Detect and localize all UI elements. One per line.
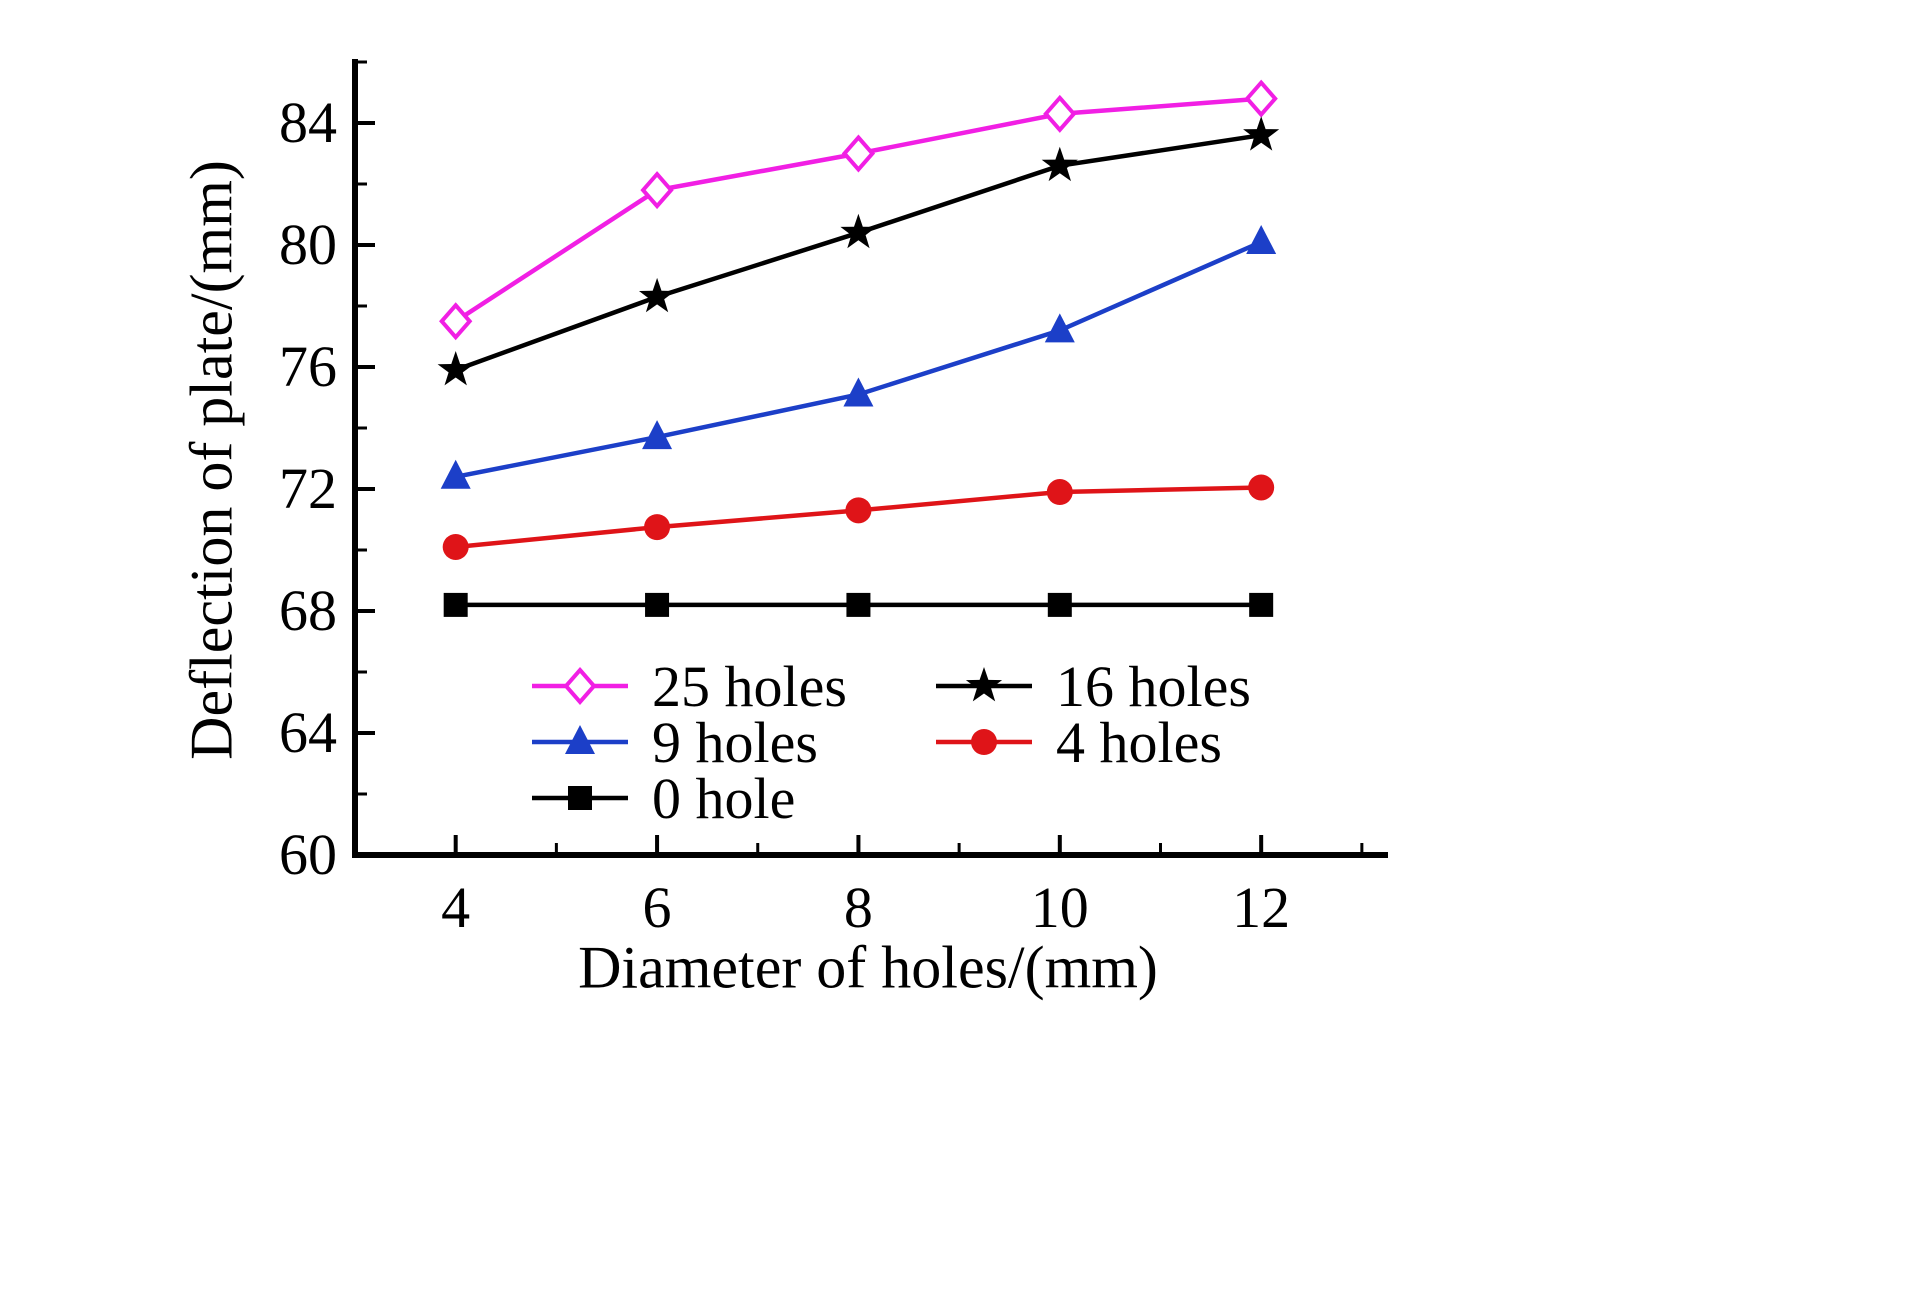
series-marker-25-holes — [841, 134, 876, 173]
x-tick-label: 4 — [441, 875, 470, 940]
axes — [352, 59, 1388, 858]
legend-entry-0-hole: 0 hole — [532, 766, 795, 831]
legend-entry-4-holes: 4 holes — [936, 710, 1222, 775]
series-marker-0-hole — [645, 592, 670, 617]
series-line-25-holes — [454, 96, 1262, 324]
series-marker-0-hole — [1047, 592, 1072, 617]
series-marker-9-holes — [440, 459, 471, 489]
x-tick-label: 12 — [1232, 875, 1290, 940]
series-marker-16-holes — [1243, 116, 1280, 151]
legend-label: 4 holes — [1056, 710, 1222, 775]
legend-entry-9-holes: 9 holes — [532, 710, 818, 775]
legend-marker-0-hole — [568, 786, 592, 810]
y-tick-label: 64 — [279, 700, 337, 765]
x-tick-label: 10 — [1031, 875, 1089, 940]
series-marker-9-holes — [1246, 224, 1277, 254]
legend-marker-25-holes — [563, 666, 597, 706]
legend-marker-4-holes — [971, 729, 997, 755]
legend-label: 25 holes — [652, 654, 847, 719]
series-marker-25-holes — [640, 171, 674, 210]
y-tick-label: 68 — [279, 578, 337, 643]
y-tick-label: 76 — [279, 334, 337, 399]
legend-label: 9 holes — [652, 710, 818, 775]
x-tick-label: 8 — [844, 875, 873, 940]
series-marker-16-holes — [639, 277, 676, 313]
legend-marker-16-holes — [965, 667, 1003, 702]
legend-label: 16 holes — [1056, 654, 1251, 719]
legend-label: 0 hole — [652, 766, 795, 831]
series-marker-25-holes — [439, 302, 473, 341]
x-tick-label: 6 — [643, 875, 672, 940]
y-tick-label: 84 — [279, 90, 337, 155]
series-9-holes — [440, 224, 1277, 489]
series-16-holes — [437, 116, 1280, 386]
legend-entry-25-holes: 25 holes — [532, 654, 847, 719]
series-marker-0-hole — [443, 592, 468, 617]
series-marker-4-holes — [442, 533, 469, 560]
series-25-holes — [439, 79, 1278, 341]
x-axis-title: Diameter of holes/(mm) — [578, 934, 1158, 1001]
series-marker-9-holes — [1044, 313, 1075, 343]
y-tick-label: 60 — [279, 822, 337, 887]
series-marker-25-holes — [1043, 94, 1077, 133]
series-marker-9-holes — [642, 420, 673, 450]
series-marker-0-hole — [846, 592, 871, 617]
series-marker-4-holes — [845, 497, 872, 524]
series-0-hole — [443, 592, 1274, 617]
y-tick-label: 80 — [279, 212, 337, 277]
series-4-holes — [442, 474, 1275, 560]
legend-marker-9-holes — [565, 725, 595, 754]
legend-entry-16-holes: 16 holes — [936, 654, 1251, 719]
series-line-9-holes — [455, 239, 1263, 480]
series-marker-16-holes — [840, 213, 877, 249]
series-marker-0-hole — [1249, 592, 1274, 617]
series-marker-16-holes — [1041, 146, 1078, 182]
y-tick-label: 72 — [279, 456, 337, 521]
series-marker-25-holes — [1244, 79, 1278, 118]
y-axis-title: Deflection of plate/(mm) — [178, 160, 245, 760]
series-marker-4-holes — [644, 514, 671, 541]
series-marker-4-holes — [1248, 474, 1275, 501]
series-marker-16-holes — [437, 351, 474, 386]
series-marker-9-holes — [843, 377, 874, 407]
series-marker-4-holes — [1046, 479, 1073, 506]
